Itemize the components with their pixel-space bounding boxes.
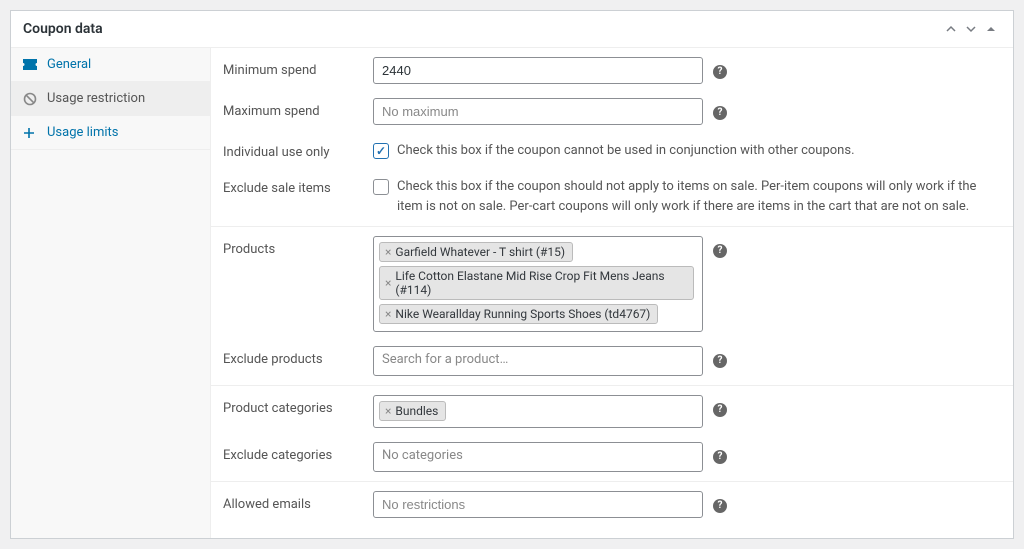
max-spend-input[interactable] (373, 98, 703, 125)
allowed-emails-label: Allowed emails (223, 491, 373, 512)
exclude-products-placeholder: Search for a product… (379, 351, 511, 368)
min-spend-label: Minimum spend (223, 57, 373, 78)
product-categories-label: Product categories (223, 395, 373, 416)
panel-collapse-icon[interactable] (981, 19, 1001, 39)
ban-icon (23, 92, 41, 106)
individual-use-desc: Check this box if the coupon cannot be u… (397, 141, 855, 161)
coupon-data-panel: Coupon data General Usage restriction (10, 10, 1014, 539)
min-spend-input[interactable] (373, 57, 703, 84)
help-icon[interactable]: ? (713, 244, 727, 258)
tab-content: Minimum spend ? Maximum spend ? Individu… (211, 48, 1013, 538)
exclude-categories-label: Exclude categories (223, 442, 373, 463)
remove-tag-icon[interactable]: × (385, 404, 391, 418)
product-tag: ×Garfield Whatever - T shirt (#15) (379, 242, 573, 262)
exclude-categories-select[interactable]: No categories (373, 442, 703, 472)
exclude-categories-placeholder: No categories (379, 447, 466, 464)
products-label: Products (223, 236, 373, 257)
exclude-sale-label: Exclude sale items (223, 175, 373, 196)
individual-use-label: Individual use only (223, 139, 373, 160)
tab-usage-limits[interactable]: Usage limits (11, 116, 210, 150)
remove-tag-icon[interactable]: × (385, 276, 391, 290)
product-tag: ×Nike Wearallday Running Sports Shoes (t… (379, 304, 658, 324)
help-icon[interactable]: ? (713, 354, 727, 368)
products-select[interactable]: ×Garfield Whatever - T shirt (#15) ×Life… (373, 236, 703, 332)
tab-usage-limits-label: Usage limits (47, 125, 118, 140)
max-spend-label: Maximum spend (223, 98, 373, 119)
remove-tag-icon[interactable]: × (385, 245, 391, 259)
individual-use-checkbox[interactable] (373, 143, 389, 159)
product-tag: ×Life Cotton Elastane Mid Rise Crop Fit … (379, 266, 694, 300)
exclude-products-label: Exclude products (223, 346, 373, 367)
help-icon[interactable]: ? (713, 106, 727, 120)
tab-general[interactable]: General (11, 48, 210, 82)
help-icon[interactable]: ? (713, 65, 727, 79)
help-icon[interactable]: ? (713, 403, 727, 417)
tabs-nav: General Usage restriction Usage limits (11, 48, 211, 538)
plus-icon (23, 127, 41, 139)
remove-tag-icon[interactable]: × (385, 307, 391, 321)
panel-body: General Usage restriction Usage limits M… (11, 48, 1013, 538)
exclude-products-select[interactable]: Search for a product… (373, 346, 703, 376)
panel-up-icon[interactable] (941, 19, 961, 39)
product-categories-select[interactable]: ×Bundles (373, 395, 703, 428)
panel-header: Coupon data (11, 11, 1013, 48)
panel-title: Coupon data (23, 21, 941, 37)
tab-usage-restriction-label: Usage restriction (47, 91, 145, 106)
tab-general-label: General (47, 57, 91, 72)
exclude-sale-desc: Check this box if the coupon should not … (397, 177, 993, 217)
help-icon[interactable]: ? (713, 499, 727, 513)
category-tag: ×Bundles (379, 401, 446, 421)
help-icon[interactable]: ? (713, 450, 727, 464)
exclude-sale-checkbox[interactable] (373, 179, 389, 195)
tab-usage-restriction[interactable]: Usage restriction (11, 82, 210, 116)
allowed-emails-input[interactable] (373, 491, 703, 518)
panel-down-icon[interactable] (961, 19, 981, 39)
ticket-icon (23, 59, 41, 70)
